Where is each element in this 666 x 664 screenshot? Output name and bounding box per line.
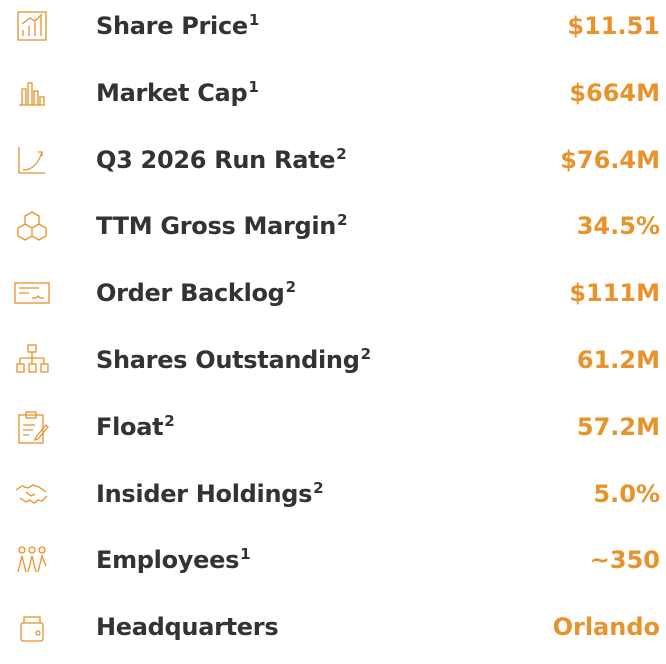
- footnote-mark: 2: [360, 345, 371, 363]
- stat-value: $11.51: [567, 12, 660, 40]
- footnote-mark: 1: [248, 77, 259, 96]
- stat-value: 57.2M: [576, 412, 660, 441]
- stat-label: Q3 2026 Run Rate2: [96, 135, 347, 188]
- icon: [20, 616, 44, 642]
- stat-value: 61.2M: [576, 346, 660, 374]
- stat-label: Shares Outstanding2: [96, 335, 371, 388]
- footnote-mark: 2: [313, 478, 324, 497]
- stat-row: Employees1 ~350: [0, 535, 666, 585]
- stat-label: Order Backlog2: [96, 268, 296, 321]
- stat-label: TTM Gross Margin2: [96, 201, 348, 254]
- stat-row: Headquarters Orlando: [0, 602, 666, 652]
- icon: [18, 146, 45, 174]
- label-text: Shares Outstanding: [96, 346, 360, 374]
- stat-label: Headquarters: [96, 602, 279, 652]
- label-text: TTM Gross Margin: [96, 212, 337, 241]
- label-text: Employees: [96, 546, 240, 575]
- label-text: Float: [96, 412, 164, 441]
- footnote-mark: 2: [337, 211, 348, 230]
- footnote-mark: 2: [164, 411, 175, 430]
- stat-value: $111M: [569, 279, 660, 308]
- footnote-mark: 1: [240, 545, 251, 564]
- label-text: Market Cap: [96, 78, 248, 107]
- footnote-mark: 1: [248, 11, 260, 29]
- stat-row: Insider Holdings2 5.0%: [0, 469, 666, 519]
- stat-row: Market Cap1 $664M: [0, 68, 666, 118]
- icon: [17, 211, 47, 242]
- icon: [18, 411, 49, 444]
- icon: [17, 11, 47, 41]
- footnote-mark: 2: [336, 144, 347, 163]
- icon: [17, 546, 47, 573]
- stat-value: 34.5%: [576, 212, 660, 241]
- stat-value: 5.0%: [593, 479, 660, 508]
- stat-label: Share Price1: [96, 1, 259, 54]
- icon: [15, 483, 48, 504]
- stat-value: ~350: [589, 546, 660, 575]
- stat-value: $664M: [569, 78, 660, 107]
- label-text: Headquarters: [96, 613, 279, 642]
- stat-label: Employees1: [96, 535, 251, 588]
- label-text: Order Backlog: [96, 279, 285, 308]
- stat-row: TTM Gross Margin2 34.5%: [0, 201, 666, 251]
- icon: [19, 82, 45, 106]
- stat-row: Float2 57.2M: [0, 402, 666, 452]
- icon: [16, 344, 49, 373]
- stat-row: Order Backlog2 $111M: [0, 268, 666, 318]
- label-text: Insider Holdings: [96, 479, 313, 508]
- footnote-mark: 2: [285, 278, 296, 297]
- icon: [14, 282, 50, 304]
- stat-label: Float2: [96, 402, 175, 455]
- label-text: Q3 2026 Run Rate: [96, 145, 336, 174]
- stat-row: Q3 2026 Run Rate2 $76.4M: [0, 135, 666, 185]
- stat-row: Share Price1 $11.51: [0, 1, 666, 51]
- stat-value: $76.4M: [560, 145, 660, 174]
- stat-label: Market Cap1: [96, 68, 259, 121]
- stat-label: Insider Holdings2: [96, 469, 324, 522]
- stat-row: Shares Outstanding2 61.2M: [0, 335, 666, 385]
- label-text: Share Price: [96, 12, 248, 40]
- stat-value: Orlando: [552, 613, 660, 642]
